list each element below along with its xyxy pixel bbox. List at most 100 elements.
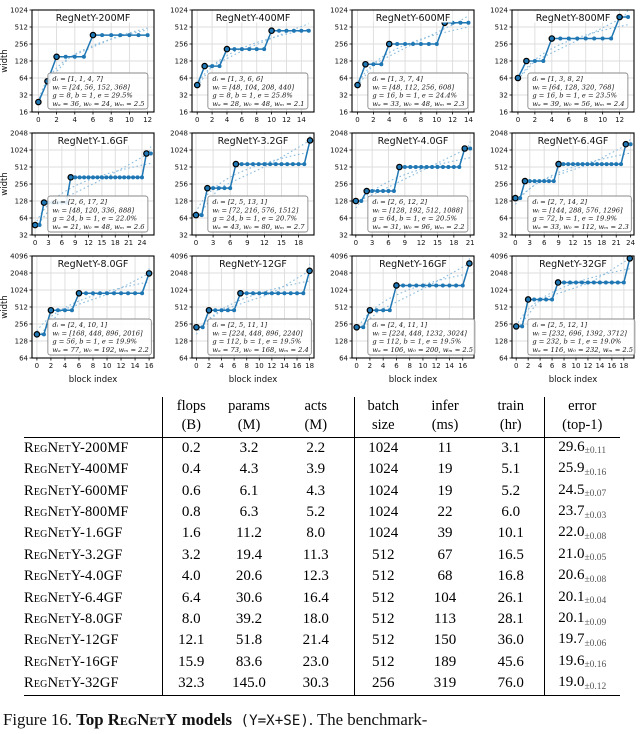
svg-text:wₐ = 33, w₀ = 48, wₘ = 2.3: wₐ = 33, w₀ = 48, wₘ = 2.3: [372, 100, 464, 108]
svg-text:wₐ = 43, w₀ = 80, wₘ = 2.7: wₐ = 43, w₀ = 80, wₘ = 2.7: [212, 223, 305, 231]
svg-text:4: 4: [550, 116, 555, 124]
svg-text:g = 8, b = 1, e = 29.5%: g = 8, b = 1, e = 29.5%: [52, 92, 132, 100]
model-name: RegNetY-600MF: [24, 482, 129, 499]
cell-error: 20.1±0.04: [543, 587, 620, 610]
column-header-acts: acts (M): [278, 397, 354, 438]
cell-params: 3.2: [239, 439, 259, 456]
svg-text:64: 64: [339, 354, 348, 362]
svg-text:4096: 4096: [490, 252, 508, 260]
svg-text:64: 64: [19, 214, 28, 222]
figure-caption: Figure 16. Top RegNetY models (Y=X+SE). …: [3, 707, 639, 734]
cell-flops: 4.0: [161, 566, 220, 588]
svg-text:12: 12: [615, 116, 624, 124]
cell-train: 16.5: [497, 546, 524, 563]
error-stddev: ±0.16: [584, 660, 607, 671]
column-header-flops: flops (B): [161, 397, 220, 438]
svg-text:0: 0: [514, 362, 518, 370]
svg-text:dᵢ = [2, 6, 17, 2]: dᵢ = [2, 6, 17, 2]: [52, 198, 107, 206]
cell-flops: 8.0: [161, 609, 220, 631]
error-stddev: ±0.16: [584, 467, 607, 478]
svg-text:2048: 2048: [330, 269, 348, 277]
tick-labels: 64 128 256 512 1024 2048 4096 0 2 4 6 8 10 12 14 16: [330, 252, 468, 370]
svg-text:9: 9: [403, 239, 407, 247]
svg-text:wᵢ = [232, 696, 1392, 3712]: wᵢ = [232, 696, 1392, 3712]: [532, 329, 627, 337]
annotation-text: dᵢ = [1, 3, 7, 4]wᵢ = [48, 112, 256, 608…: [372, 75, 464, 108]
tick-marks: [509, 9, 620, 115]
svg-text:64: 64: [339, 74, 348, 82]
benchmark-table-wrap: flops (B) params (M) acts (M) batch size infer (m…: [24, 397, 620, 696]
cell-flops: 32.3: [161, 673, 220, 696]
block-width-markers: [353, 260, 473, 331]
cell-train: 5.2: [501, 482, 521, 499]
cell-error: 23.7±0.03: [543, 502, 620, 524]
annotation-text: dᵢ = [2, 6, 17, 2]wᵢ = [48, 120, 336, 88…: [52, 198, 145, 231]
chart-title: RegNetY-800MF: [536, 13, 611, 24]
caption-bold-smallcaps: RegNetY: [107, 709, 178, 729]
svg-text:g = 56, b = 1, e = 19.9%: g = 56, b = 1, e = 19.9%: [52, 338, 137, 346]
svg-text:15: 15: [433, 239, 442, 247]
svg-text:12: 12: [267, 362, 276, 370]
svg-text:wᵢ = [24, 56, 152, 368]: wᵢ = [24, 56, 152, 368]: [52, 83, 130, 91]
cell-error: 19.7±0.06: [543, 630, 620, 652]
cell-params: 39.2: [235, 611, 263, 628]
svg-text:16: 16: [499, 108, 508, 116]
svg-text:dᵢ = [2, 4, 11, 1]: dᵢ = [2, 4, 11, 1]: [372, 321, 427, 329]
cell-flops: 0.2: [161, 437, 220, 460]
cell-params: 145.0: [220, 673, 278, 696]
svg-text:16: 16: [19, 108, 28, 116]
cell-params: 51.8: [235, 632, 263, 649]
svg-text:1024: 1024: [170, 286, 188, 294]
svg-text:dᵢ = [2, 4, 10, 1]: dᵢ = [2, 4, 10, 1]: [52, 321, 107, 329]
svg-text:0: 0: [194, 362, 198, 370]
tick-labels: 32 64 128 256 512 1024 2048 0 3 6 9 12 15 18 21: [330, 129, 474, 247]
block-width-markers: [33, 270, 153, 338]
table-row-regnety-1.6gf: RegNetY-1.6GF 1.6 11.2 8.0 1024 39 10.1 22.0±0.…: [24, 523, 620, 545]
svg-text:10: 10: [103, 362, 112, 370]
annotation-text: dᵢ = [2, 7, 14, 2]wᵢ = [144, 288, 576, 1…: [532, 198, 628, 231]
caption-code: (Y=X+SE): [232, 712, 309, 729]
svg-text:6: 6: [228, 239, 233, 247]
svg-text:0: 0: [194, 239, 198, 247]
block-width-markers: [193, 27, 311, 89]
tick-marks: [189, 255, 310, 361]
svg-text:12: 12: [117, 362, 126, 370]
svg-text:18: 18: [619, 362, 628, 370]
annotation-box: [367, 72, 469, 110]
cell-batch: 512: [353, 544, 412, 567]
title-background: [213, 11, 293, 23]
svg-text:3: 3: [211, 239, 215, 247]
svg-text:8: 8: [91, 362, 95, 370]
model-name: RegNetY-4.0GF: [24, 568, 123, 585]
stage-fit-dotted-line: [355, 141, 471, 203]
chart-title: RegNetY-16GF: [379, 259, 447, 270]
header-row: flops (B) params (M) acts (M) batch size infer (m…: [24, 397, 620, 438]
svg-text:16: 16: [179, 108, 188, 116]
svg-text:6: 6: [550, 362, 555, 370]
svg-text:wₐ = 106, w₀ = 200, wₘ = 2.5: wₐ = 106, w₀ = 200, wₘ = 2.5: [372, 346, 473, 354]
cell-batch: 1024: [353, 480, 412, 503]
block-width-markers: [35, 31, 150, 106]
chart-title: RegNetY-6.4GF: [538, 136, 609, 147]
table-row-regnety-800mf: RegNetY-800MF 0.8 6.3 5.2 1024 22 6.0 23.7±0.03: [24, 502, 620, 524]
svg-text:12: 12: [282, 116, 291, 124]
svg-text:4096: 4096: [10, 252, 28, 260]
svg-text:2: 2: [54, 116, 58, 124]
title-background: [533, 11, 613, 23]
svg-text:3: 3: [528, 239, 532, 247]
chart-regnety-600mf: 16 32 64 128 256 512 1024 0 2 4 6 8 10 12 14 RegNetY-60…: [330, 6, 475, 124]
chart-regnety-400mf: 16 32 64 128 256 512 1024 0 2 4 6 8 10 12 14 RegNetY-40…: [170, 6, 315, 124]
svg-text:g = 16, b = 1, e = 23.5%: g = 16, b = 1, e = 23.5%: [532, 92, 617, 100]
cell-train: 45.6: [497, 653, 524, 670]
annotation-box: [47, 195, 149, 233]
cell-flops: 0.6: [161, 480, 220, 503]
svg-text:256: 256: [15, 40, 29, 48]
svg-text:10: 10: [572, 362, 581, 370]
cell-infer: 189: [433, 653, 457, 670]
svg-text:512: 512: [15, 303, 28, 311]
linear-fit-dotted-line: [357, 26, 469, 86]
cell-batch: 1024: [353, 459, 412, 481]
chart-title: RegNetY-32GF: [539, 259, 607, 270]
block-width-markers: [512, 140, 633, 202]
annotation-text: dᵢ = [2, 4, 11, 1]wᵢ = [224, 448, 1232, …: [372, 321, 473, 354]
svg-text:0: 0: [354, 239, 358, 247]
